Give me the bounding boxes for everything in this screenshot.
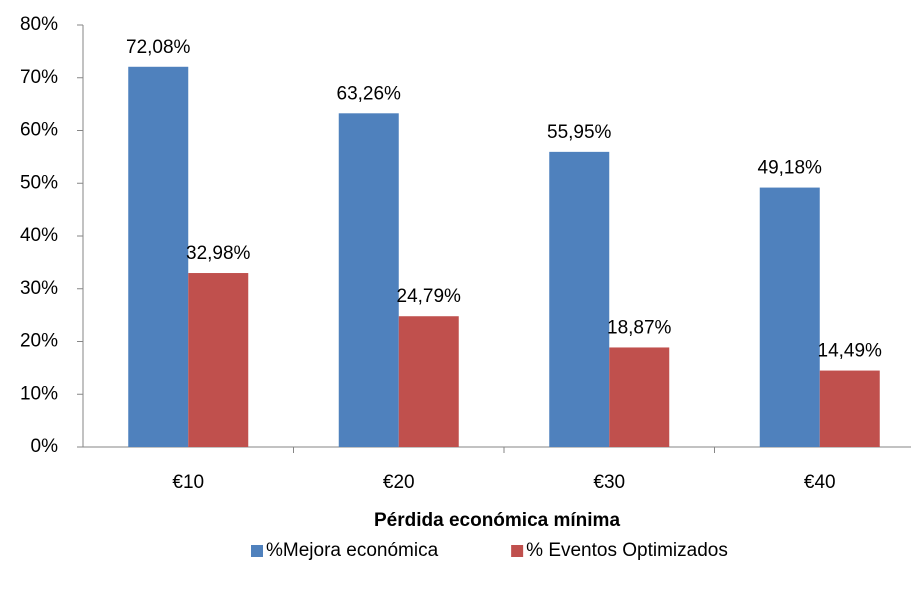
bar [398,316,459,447]
legend-swatch [511,545,524,557]
value-label: 49,18% [758,158,823,179]
value-label: 24,79% [397,286,462,307]
y-tick-label: 0% [31,436,59,457]
legend-label: %Mejora económica [266,540,439,561]
y-tick-label: 40% [20,225,58,246]
value-label: 32,98% [186,243,251,264]
bar [188,273,249,447]
x-tick-label: €30 [593,472,625,493]
bar [759,187,820,447]
y-tick-label: 50% [20,172,58,193]
x-axis-title: Pérdida económica mínima [374,510,620,531]
x-tick-label: €40 [804,472,836,493]
x-tick-label: €20 [383,472,415,493]
y-tick-label: 30% [20,278,58,299]
y-tick-label: 20% [20,331,58,352]
y-tick-label: 60% [20,120,58,141]
bar [128,66,189,447]
y-tick-label: 70% [20,67,58,88]
y-tick-label: 80% [20,14,58,35]
bar [819,370,880,447]
value-label: 55,95% [547,122,612,143]
legend-label: % Eventos Optimizados [526,540,728,561]
value-label: 18,87% [607,317,672,338]
value-label: 72,08% [126,37,191,58]
bar [338,113,399,447]
value-label: 63,26% [337,83,402,104]
value-label: 14,49% [818,341,883,362]
x-tick-label: €10 [172,472,204,493]
y-tick-label: 10% [20,383,58,404]
bar [549,151,610,447]
legend-swatch [251,545,263,557]
bar [609,347,670,447]
